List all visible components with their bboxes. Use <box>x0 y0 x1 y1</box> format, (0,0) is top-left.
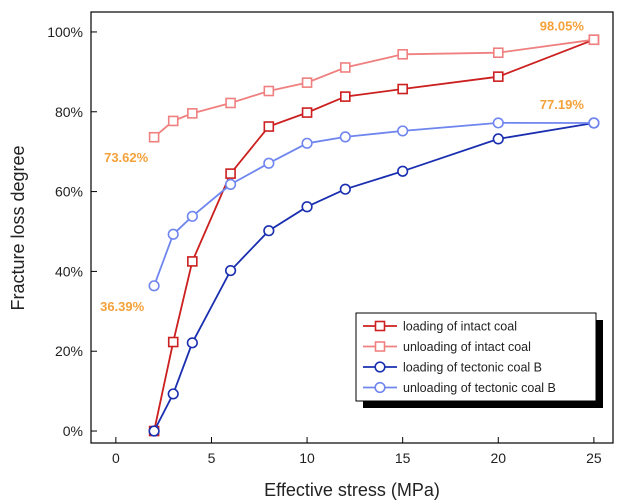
series-1-point <box>397 83 408 95</box>
annotations: 98.05% 77.19% 73.62% 36.39% <box>100 19 584 314</box>
series-3-point <box>301 201 313 213</box>
series-4 <box>148 117 600 292</box>
series-1-point <box>340 91 351 102</box>
series-4-point <box>167 228 179 240</box>
legend-item: unloading of tectonic coal B <box>363 381 556 395</box>
annotation-label: 36.39% <box>100 299 145 314</box>
x-tick-label: 0 <box>112 450 120 466</box>
series-2-point <box>340 62 351 73</box>
series-4-point <box>224 178 237 190</box>
y-tick-label: 0% <box>63 423 83 439</box>
plot-frame <box>90 11 614 444</box>
series-4-line <box>153 121 594 287</box>
legend-item: loading of tectonic coal B <box>363 361 542 375</box>
series-1-point <box>187 256 198 267</box>
series-2-line <box>153 38 595 138</box>
series-2-point <box>301 77 313 88</box>
series-1-point <box>301 107 313 118</box>
series-4-point <box>263 157 275 169</box>
y-axis-title: Fracture loss degree <box>8 145 28 310</box>
series-3-point <box>167 388 179 400</box>
series-2-point <box>167 115 179 127</box>
series-4-point <box>186 210 198 222</box>
y-tick-label: 100% <box>47 24 83 40</box>
legend-point <box>374 320 386 332</box>
series-1-point <box>263 121 275 132</box>
x-tick-label: 5 <box>208 450 216 466</box>
legend-point <box>374 341 386 352</box>
y-tick-label: 40% <box>55 263 83 279</box>
series-2-point <box>187 108 198 119</box>
series-4-point <box>588 117 600 129</box>
series-3-point <box>186 337 198 349</box>
legend-item: loading of intact coal <box>363 320 517 334</box>
annotation-label: 77.19% <box>540 97 585 112</box>
series-4-point <box>301 137 313 149</box>
legend: loading of intact coal unloading of intac… <box>355 312 603 408</box>
x-tick-label: 20 <box>490 450 506 466</box>
annotation-label: 98.05% <box>540 19 585 34</box>
series-2-point <box>492 47 504 59</box>
legend-label: loading of tectonic coal B <box>403 361 542 375</box>
x-tick-label: 25 <box>586 450 602 466</box>
series-3-point <box>492 133 504 145</box>
series-3-point <box>263 225 275 237</box>
x-tick-label: 10 <box>299 450 315 466</box>
y-tick-label: 60% <box>55 184 83 200</box>
annotation-label: 73.62% <box>104 150 149 165</box>
series-3-point <box>339 183 351 195</box>
legend-item: unloading of intact coal <box>363 340 531 354</box>
series-2-point <box>263 85 275 97</box>
series-2-point <box>148 131 160 143</box>
series-1-point <box>167 336 179 348</box>
series-3-point <box>224 265 237 277</box>
legend-label: loading of intact coal <box>403 320 517 334</box>
series-3-line <box>153 122 595 432</box>
series-2-point <box>588 34 600 46</box>
series-1-point <box>225 168 236 179</box>
series-1-point <box>492 71 504 82</box>
series-3-point <box>148 425 160 437</box>
y-tick-label: 80% <box>55 104 83 120</box>
legend-items: loading of intact coal unloading of intac… <box>363 320 556 395</box>
series-4-point <box>492 117 504 129</box>
legend-point <box>374 361 386 373</box>
legend-label: unloading of intact coal <box>403 340 531 354</box>
series-1-line <box>153 38 595 432</box>
series-layer <box>148 34 600 437</box>
legend-box <box>355 312 597 402</box>
legend-point <box>374 381 386 394</box>
x-axis-title: Effective stress (MPa) <box>264 480 440 500</box>
series-4-point <box>148 280 160 292</box>
y-tick-label: 20% <box>55 343 83 359</box>
series-2-point <box>225 97 236 109</box>
y-axis: 0% 20% 40% 60% 80% 100% <box>47 24 97 439</box>
x-axis: 0 5 10 15 20 25 <box>112 437 602 466</box>
series-2 <box>148 34 600 143</box>
series-4-point <box>397 125 409 137</box>
series-4-point <box>339 131 351 143</box>
series-3-point <box>397 165 409 177</box>
legend-label: unloading of tectonic coal B <box>403 381 556 395</box>
series-2-point <box>397 49 408 60</box>
x-tick-label: 15 <box>395 450 411 466</box>
